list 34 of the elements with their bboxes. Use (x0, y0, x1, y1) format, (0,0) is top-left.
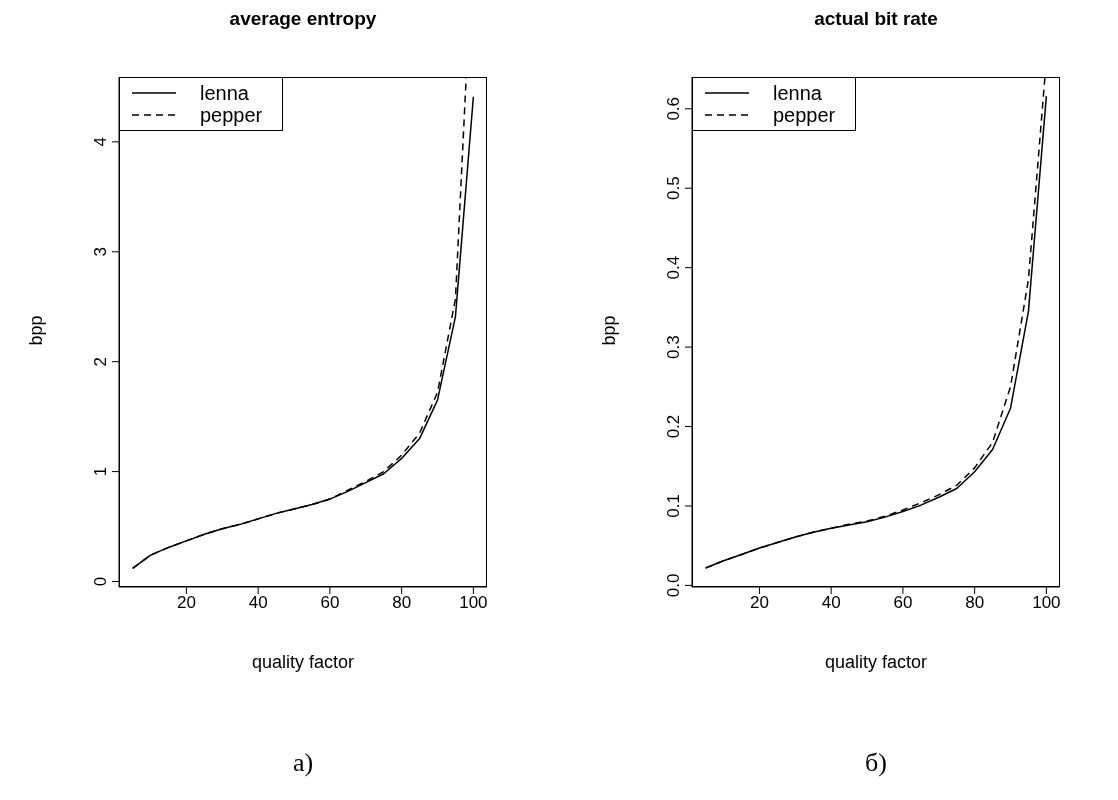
legend-label: lenna (200, 82, 249, 104)
y-tick-label: 0.0 (664, 573, 683, 598)
chart-title: average entropy (228, 8, 378, 30)
legend-label: lenna (773, 82, 822, 104)
x-tick-label: 100 (1032, 593, 1061, 613)
x-tick-label: 20 (749, 593, 769, 613)
y-tick-label: 0.2 (664, 414, 683, 439)
y-tick-label: 0.6 (664, 96, 683, 121)
y-tick-label: 0.1 (664, 494, 683, 518)
y-tick-label: 0.3 (664, 335, 683, 359)
text: a) (291, 748, 315, 778)
x-tick-label: 40 (821, 593, 841, 613)
x-tick-label: 40 (248, 593, 268, 613)
y-tick-label: 2 (91, 356, 110, 367)
x-tick-label: 80 (965, 593, 985, 613)
legend-label: pepper (773, 104, 836, 126)
y-tick-label: 0.5 (664, 176, 683, 201)
x-tick-label: 100 (459, 593, 488, 613)
y-tick-label: 3 (91, 247, 110, 257)
x-tick-label: 60 (320, 593, 340, 613)
x-tick-label: 20 (176, 593, 196, 613)
y-tick-label: 0 (91, 576, 110, 587)
y-tick-label: 4 (91, 137, 110, 147)
y-tick-label: 0.4 (664, 255, 683, 280)
legend-label: pepper (200, 104, 263, 126)
text: б) (864, 748, 888, 778)
x-axis-title: quality factor (823, 652, 929, 673)
x-axis-title: quality factor (250, 652, 356, 673)
y-axis-title: bpp (598, 314, 620, 348)
chart-title: actual bit rate (813, 8, 939, 30)
y-axis-title: bpp (25, 314, 47, 348)
x-tick-label: 60 (893, 593, 913, 613)
y-tick-label: 1 (91, 466, 110, 477)
x-tick-label: 80 (392, 593, 412, 613)
